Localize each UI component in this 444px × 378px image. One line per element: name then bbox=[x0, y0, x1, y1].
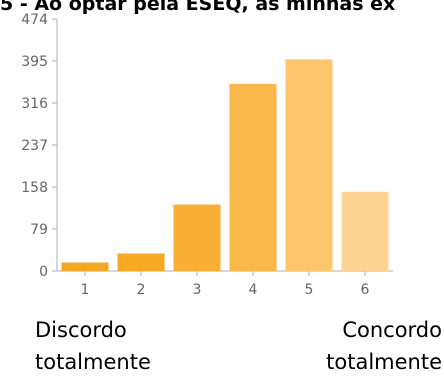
bar-3 bbox=[173, 204, 221, 271]
scale-label-right-line2: totalmente bbox=[326, 350, 442, 374]
x-tick-label: 2 bbox=[137, 282, 146, 298]
scale-label-left: Discordo totalmente bbox=[35, 314, 151, 378]
y-tick-label: 395 bbox=[21, 54, 48, 70]
x-tick-label: 6 bbox=[361, 282, 370, 298]
bar-6 bbox=[341, 191, 389, 271]
scale-label-left-line1: Discordo bbox=[35, 318, 127, 342]
y-tick-label: 316 bbox=[21, 96, 48, 112]
scale-label-left-line2: totalmente bbox=[35, 350, 151, 374]
bar-2 bbox=[117, 253, 165, 271]
y-tick-label: 0 bbox=[39, 264, 48, 280]
bar-1 bbox=[61, 262, 109, 271]
x-tick-label: 4 bbox=[249, 282, 258, 298]
scale-label-right: Concordo totalmente bbox=[326, 314, 442, 378]
scale-label-right-line1: Concordo bbox=[342, 318, 442, 342]
y-tick-label: 158 bbox=[21, 180, 48, 196]
x-tick-label: 1 bbox=[81, 282, 90, 298]
y-tick-label: 237 bbox=[21, 138, 48, 154]
bar-4 bbox=[229, 83, 277, 272]
x-tick-label: 3 bbox=[193, 282, 202, 298]
bar-chart: 0 79 158 237 316 395 474 1 2 3 4 5 6 bbox=[21, 12, 393, 298]
bar-5 bbox=[285, 59, 333, 272]
chart-title: 5 - Ao optar pela ESEQ, as minhas ex bbox=[0, 0, 396, 15]
y-tick-label: 474 bbox=[21, 12, 48, 28]
y-tick-label: 79 bbox=[30, 222, 48, 238]
x-tick-label: 5 bbox=[305, 282, 314, 298]
